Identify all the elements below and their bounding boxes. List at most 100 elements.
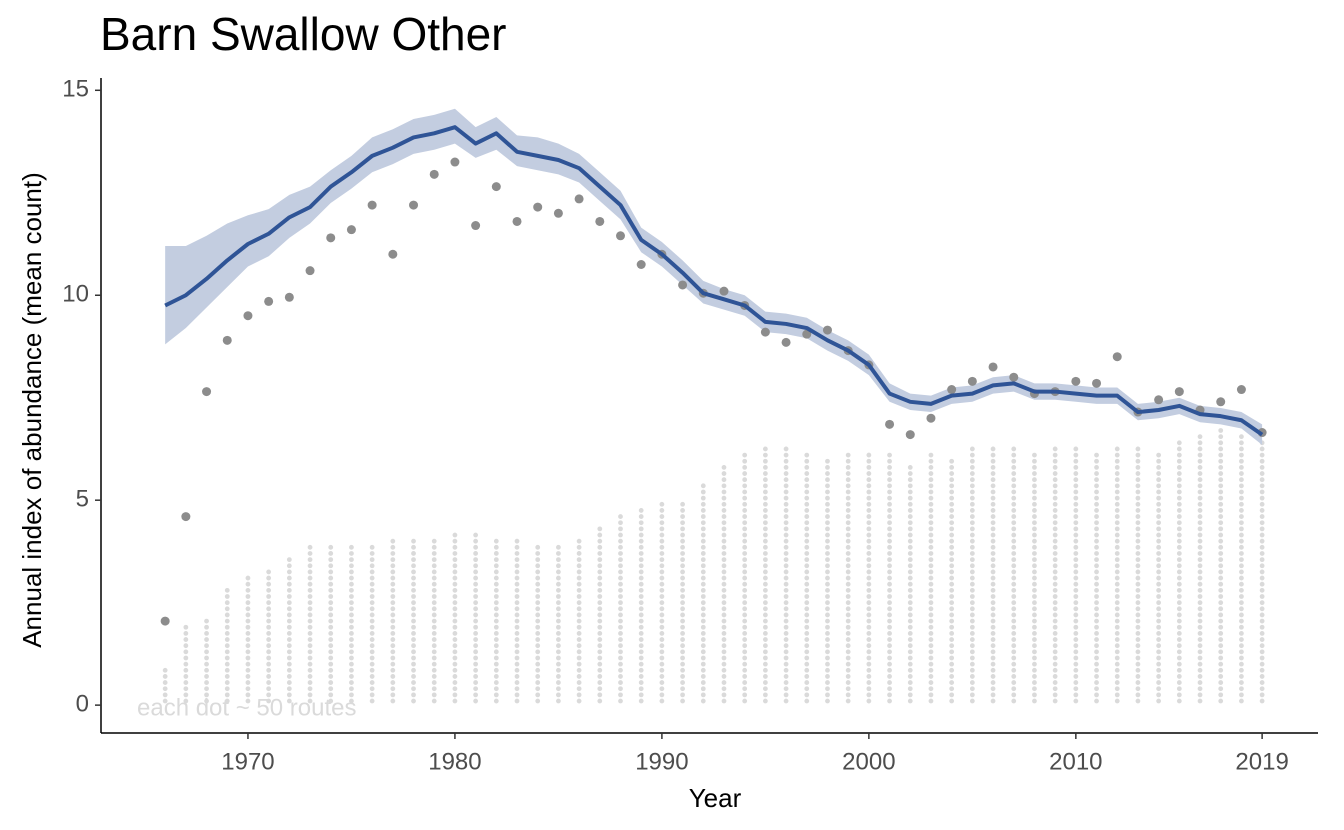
observed-point bbox=[471, 221, 481, 231]
route-dots bbox=[1073, 446, 1079, 704]
observed-point bbox=[678, 280, 688, 290]
y-tick-label: 15 bbox=[62, 76, 89, 103]
route-dots bbox=[452, 532, 458, 704]
route-dots bbox=[224, 587, 230, 704]
route-dots bbox=[1197, 434, 1203, 704]
observed-point bbox=[202, 387, 212, 397]
observed-point bbox=[222, 335, 232, 345]
observed-point bbox=[636, 259, 646, 269]
observed-point bbox=[367, 200, 377, 210]
observed-point bbox=[781, 337, 791, 347]
route-dots bbox=[928, 452, 934, 704]
route-dots bbox=[618, 514, 623, 704]
observed-point bbox=[284, 292, 294, 302]
route-dots bbox=[473, 532, 479, 704]
route-dots bbox=[804, 452, 810, 704]
route-dots bbox=[1114, 446, 1120, 704]
y-axis-label: Annual index of abundance (mean count) bbox=[17, 172, 47, 648]
route-dots bbox=[949, 458, 955, 704]
y-tick-label: 5 bbox=[76, 486, 89, 513]
route-dots bbox=[576, 538, 582, 704]
route-dots bbox=[700, 483, 706, 704]
x-tick-label: 1980 bbox=[428, 748, 481, 775]
observed-point bbox=[409, 200, 419, 210]
observed-point bbox=[160, 616, 170, 626]
observed-point bbox=[802, 329, 812, 339]
route-dots bbox=[1011, 446, 1017, 704]
route-dots bbox=[783, 446, 789, 704]
index-line bbox=[164, 125, 1264, 437]
observed-point bbox=[574, 194, 584, 204]
route-dots bbox=[1259, 440, 1265, 704]
x-tick-label: 1970 bbox=[221, 748, 274, 775]
observed-point bbox=[553, 208, 563, 218]
route-dots bbox=[411, 538, 416, 704]
route-dots bbox=[762, 446, 768, 704]
observed-point bbox=[305, 266, 315, 276]
observed-point bbox=[1092, 378, 1102, 388]
observed-point bbox=[450, 157, 460, 167]
observed-point bbox=[988, 362, 998, 372]
route-dots bbox=[349, 544, 354, 704]
route-dots bbox=[887, 452, 892, 704]
route-dots bbox=[1052, 446, 1058, 704]
y-tick-label: 10 bbox=[62, 281, 89, 308]
observed-point bbox=[926, 413, 936, 423]
observed-point bbox=[429, 169, 439, 179]
observed-point bbox=[760, 327, 770, 337]
observed-point bbox=[595, 216, 605, 226]
route-dots bbox=[183, 624, 189, 704]
route-dots bbox=[597, 526, 603, 704]
route-dots bbox=[1135, 446, 1141, 704]
route-dots bbox=[866, 452, 872, 704]
route-dots bbox=[1156, 452, 1162, 704]
observed-point bbox=[1154, 395, 1164, 405]
y-tick-label: 0 bbox=[76, 690, 89, 717]
route-dots bbox=[969, 446, 975, 704]
route-dots bbox=[162, 667, 168, 704]
x-tick-label: 1990 bbox=[635, 748, 688, 775]
route-dots bbox=[328, 544, 334, 704]
route-dots bbox=[1032, 452, 1037, 704]
observed-point bbox=[885, 419, 895, 429]
route-dots bbox=[307, 544, 313, 704]
route-dots bbox=[825, 458, 830, 704]
observed-point bbox=[719, 286, 729, 296]
route-dots bbox=[845, 452, 851, 704]
route-dots bbox=[390, 538, 396, 704]
route-dots bbox=[556, 544, 561, 704]
observed-point bbox=[264, 296, 274, 306]
observed-point bbox=[616, 231, 626, 241]
observed-point bbox=[533, 202, 543, 212]
observed-point bbox=[1174, 387, 1184, 397]
observed-point bbox=[346, 225, 356, 235]
chart-title: Barn Swallow Other bbox=[100, 8, 507, 60]
observed-point bbox=[181, 512, 191, 522]
route-dots bbox=[638, 508, 644, 704]
route-dots bbox=[535, 544, 541, 704]
x-tick-label: 2019 bbox=[1235, 748, 1288, 775]
route-dots bbox=[286, 557, 292, 704]
route-dots bbox=[493, 538, 499, 704]
observed-point bbox=[1071, 376, 1081, 386]
observed-point bbox=[388, 249, 398, 259]
annotation: each dot ~ 50 routes bbox=[137, 694, 357, 721]
observed-point bbox=[1236, 385, 1246, 395]
observed-point bbox=[512, 216, 522, 226]
route-dots bbox=[721, 464, 727, 704]
observed-point bbox=[1112, 352, 1122, 362]
observed-point bbox=[491, 182, 501, 192]
observed-point bbox=[243, 311, 253, 321]
route-dots bbox=[1094, 452, 1099, 704]
x-tick-label: 2000 bbox=[842, 748, 895, 775]
route-dots bbox=[245, 575, 251, 704]
observed-point bbox=[326, 233, 336, 243]
observed-point bbox=[947, 385, 957, 395]
observed-point bbox=[1216, 397, 1226, 407]
route-dots bbox=[266, 569, 272, 704]
route-dots bbox=[1239, 434, 1244, 704]
route-dots bbox=[742, 452, 748, 704]
route-dots bbox=[369, 544, 375, 704]
observed-point bbox=[822, 325, 832, 335]
